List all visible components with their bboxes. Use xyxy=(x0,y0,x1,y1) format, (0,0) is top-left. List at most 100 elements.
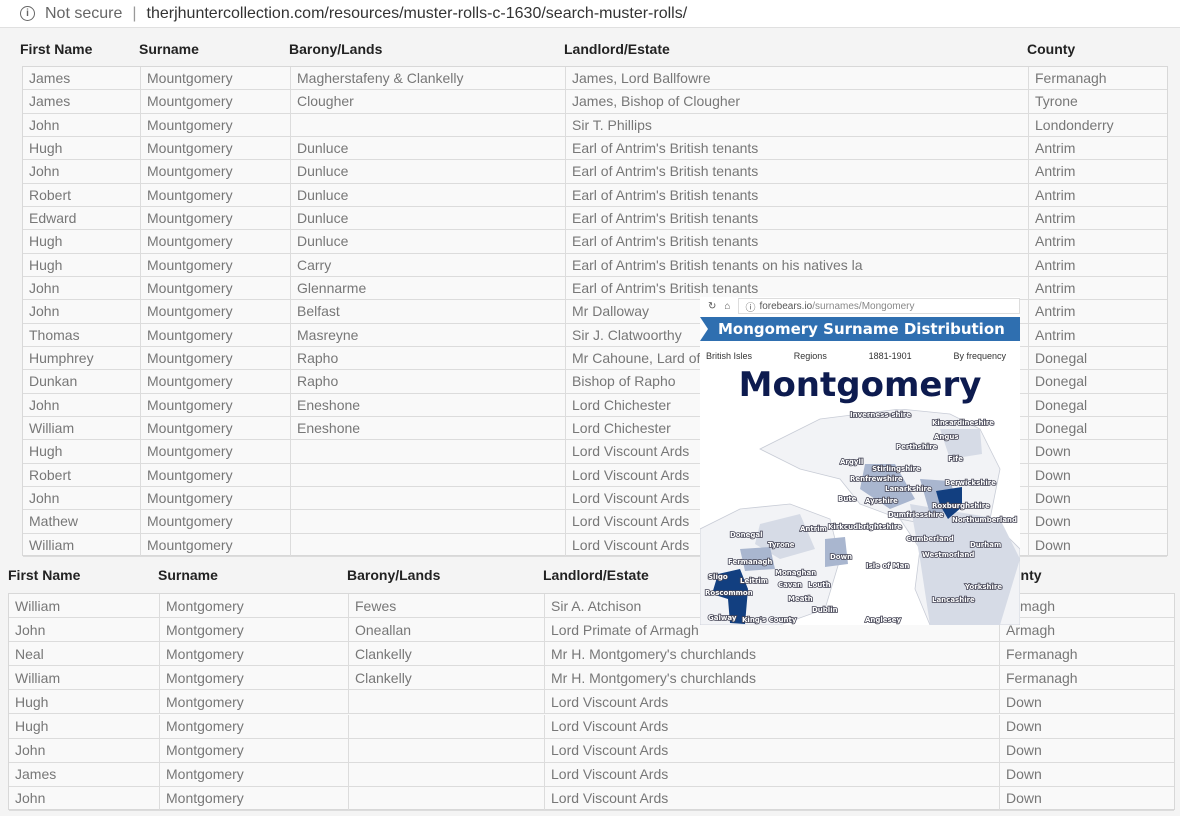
table-row[interactable]: James Montgomery Lord Viscount Ards Down xyxy=(9,762,1174,787)
cell-county: Fermanagh xyxy=(1028,67,1167,90)
table-row[interactable]: Robert Mountgomery Lord Viscount Ards Down xyxy=(23,463,1167,487)
table-row[interactable]: Hugh Mountgomery Lord Viscount Ards Down xyxy=(23,440,1167,464)
map-label: Louth xyxy=(808,581,831,589)
reload-icon[interactable]: ↻ xyxy=(708,300,717,312)
table-row[interactable]: Hugh Mountgomery Dunluce Earl of Antrim's B… xyxy=(23,230,1167,254)
column-header-surname[interactable]: Surname xyxy=(139,41,199,57)
table-row[interactable]: Dunkan Mountgomery Rapho Bishop of Rapho Don… xyxy=(23,370,1167,394)
table-row[interactable]: John Montgomery Lord Viscount Ards Down xyxy=(9,738,1174,763)
cell-first-name: James xyxy=(15,766,57,783)
column-header-first-name[interactable]: First Name xyxy=(20,41,93,57)
cell-surname: Mountgomery xyxy=(140,183,290,206)
cell-surname: Mountgomery xyxy=(140,533,290,556)
table-row[interactable]: John Mountgomery Dunluce Earl of Antrim's B… xyxy=(23,160,1167,184)
table-row[interactable]: John Mountgomery Eneshone Lord Chichester Do… xyxy=(23,393,1167,417)
table-row[interactable]: John Mountgomery Sir T. Phillips Londonderr… xyxy=(23,113,1167,137)
cell-first-name: John xyxy=(15,621,46,638)
column-header-landlord[interactable]: Landlord/Estate xyxy=(564,41,670,57)
column-header-first-name[interactable]: First Name xyxy=(8,567,81,583)
cell-barony: Oneallan xyxy=(348,618,544,642)
cell-landlord: Lord Viscount Ards xyxy=(565,463,1028,486)
security-label: Not secure xyxy=(45,4,123,22)
table-row[interactable]: John Montgomery Lord Viscount Ards Down xyxy=(9,786,1174,811)
table-row[interactable]: William Montgomery Clankelly Mr H. Montgome… xyxy=(9,666,1174,691)
cell-first-name: Thomas xyxy=(29,326,80,343)
home-icon[interactable]: ⌂ xyxy=(724,300,731,312)
cell-county: Tyrone xyxy=(1028,90,1167,113)
map-label: Angus xyxy=(934,433,959,441)
distribution-map[interactable]: Inverness-shire Kincardineshire Angus Perth… xyxy=(700,409,1020,625)
tab-period[interactable]: 1881-1901 xyxy=(868,351,912,361)
cell-first-name: John xyxy=(29,303,60,320)
table-row[interactable]: John Mountgomery Belfast Mr Dalloway Antrim xyxy=(23,300,1167,324)
address-bar[interactable]: i Not secure | therjhuntercollection.com… xyxy=(0,0,1180,28)
column-header-county[interactable]: County xyxy=(1027,41,1076,57)
tab-british-isles[interactable]: British Isles xyxy=(706,351,753,361)
cell-landlord: Earl of Antrim's British tenants xyxy=(565,160,1028,183)
cell-barony: Dunluce xyxy=(290,230,565,253)
cell-first-name: James xyxy=(29,93,71,110)
cell-first-name: Mathew xyxy=(29,513,79,530)
table-row[interactable]: Robert Mountgomery Dunluce Earl of Antrim's… xyxy=(23,183,1167,207)
map-label: Durham xyxy=(970,541,1001,549)
table-row[interactable]: James Mountgomery Clougher James, Bishop of… xyxy=(23,90,1167,114)
cell-landlord: Mr H. Montgomery's churchlands xyxy=(544,666,999,690)
cell-surname: Montgomery xyxy=(159,618,348,642)
cell-barony: Dunluce xyxy=(290,183,565,206)
cell-first-name: John xyxy=(29,116,60,133)
inset-url[interactable]: ⓘ forebears.io/surnames/Mongomery xyxy=(738,298,1020,314)
table-row[interactable]: Hugh Montgomery Lord Viscount Ards Down xyxy=(9,714,1174,739)
cell-barony xyxy=(290,463,565,486)
cell-county: Down xyxy=(999,738,1174,762)
tab-by-frequency[interactable]: By frequency xyxy=(953,351,1006,361)
cell-barony: Glennarme xyxy=(290,276,565,300)
info-icon[interactable]: i xyxy=(20,6,35,21)
table-row[interactable]: Neal Montgomery Clankelly Mr H. Montgomery'… xyxy=(9,642,1174,667)
table-row[interactable]: John Mountgomery Lord Viscount Ards Down xyxy=(23,486,1167,511)
cell-landlord: James, Lord Ballfowre xyxy=(565,67,1028,90)
cell-landlord: Lord Primate of Armagh xyxy=(544,618,999,642)
cell-landlord: Lord Chichester xyxy=(565,393,1028,416)
cell-county: Down xyxy=(1028,463,1167,486)
column-header-barony[interactable]: Barony/Lands xyxy=(347,567,441,583)
table-row[interactable]: Hugh Montgomery Lord Viscount Ards Down xyxy=(9,690,1174,715)
column-header-landlord[interactable]: Landlord/Estate xyxy=(543,567,649,583)
cell-county: Fermanagh xyxy=(999,666,1174,690)
cell-county: Donegal xyxy=(1028,346,1167,370)
table-row[interactable]: Mathew Mountgomery Lord Viscount Ards Down xyxy=(23,510,1167,534)
table-row[interactable]: William Mountgomery Lord Viscount Ards Down xyxy=(23,533,1167,557)
table-row[interactable]: Edward Mountgomery Dunluce Earl of Antrim's… xyxy=(23,206,1167,231)
cell-first-name: John xyxy=(15,790,46,807)
cell-landlord: Lord Viscount Ards xyxy=(565,510,1028,533)
cell-first-name: John xyxy=(29,280,60,297)
table-row[interactable]: James Mountgomery Magherstafeny & Clankell… xyxy=(23,67,1167,91)
cell-surname: Montgomery xyxy=(159,762,348,786)
cell-county: Down xyxy=(1028,440,1167,463)
map-label: Fermanagh xyxy=(728,558,772,566)
cell-landlord: James, Bishop of Clougher xyxy=(565,90,1028,113)
table-row[interactable]: John Montgomery Oneallan Lord Primate of Ar… xyxy=(9,618,1174,643)
cell-surname: Mountgomery xyxy=(140,136,290,160)
url-text[interactable]: therjhuntercollection.com/resources/must… xyxy=(146,4,688,22)
cell-landlord: Lord Viscount Ards xyxy=(544,786,999,810)
table-row[interactable]: Humphrey Mountgomery Rapho Mr Cahoune, Lard… xyxy=(23,346,1167,371)
tab-regions[interactable]: Regions xyxy=(793,351,827,361)
table-row[interactable]: Hugh Mountgomery Dunluce Earl of Antrim's B… xyxy=(23,136,1167,161)
column-header-barony[interactable]: Barony/Lands xyxy=(289,41,383,57)
cell-landlord: Lord Viscount Ards xyxy=(544,690,999,714)
map-label: Down xyxy=(830,553,852,561)
table-row[interactable]: William Mountgomery Eneshone Lord Chicheste… xyxy=(23,416,1167,441)
cell-first-name: Robert xyxy=(29,186,72,203)
cell-county: Antrim xyxy=(1028,183,1167,206)
cell-barony: Rapho xyxy=(290,370,565,393)
table-row[interactable]: John Mountgomery Glennarme Earl of Antrim's… xyxy=(23,276,1167,301)
table-row[interactable]: Thomas Mountgomery Masreyne Sir J. Clatwoor… xyxy=(23,323,1167,347)
cell-barony: Dunluce xyxy=(290,160,565,183)
column-header-surname[interactable]: Surname xyxy=(158,567,218,583)
cell-first-name: John xyxy=(29,490,60,507)
cell-landlord: Lord Viscount Ards xyxy=(544,762,999,786)
cell-barony xyxy=(348,738,544,762)
cell-barony: Clankelly xyxy=(348,642,544,666)
map-roscommon-high xyxy=(712,569,748,624)
table-row[interactable]: Hugh Mountgomery Carry Earl of Antrim's Bri… xyxy=(23,253,1167,277)
